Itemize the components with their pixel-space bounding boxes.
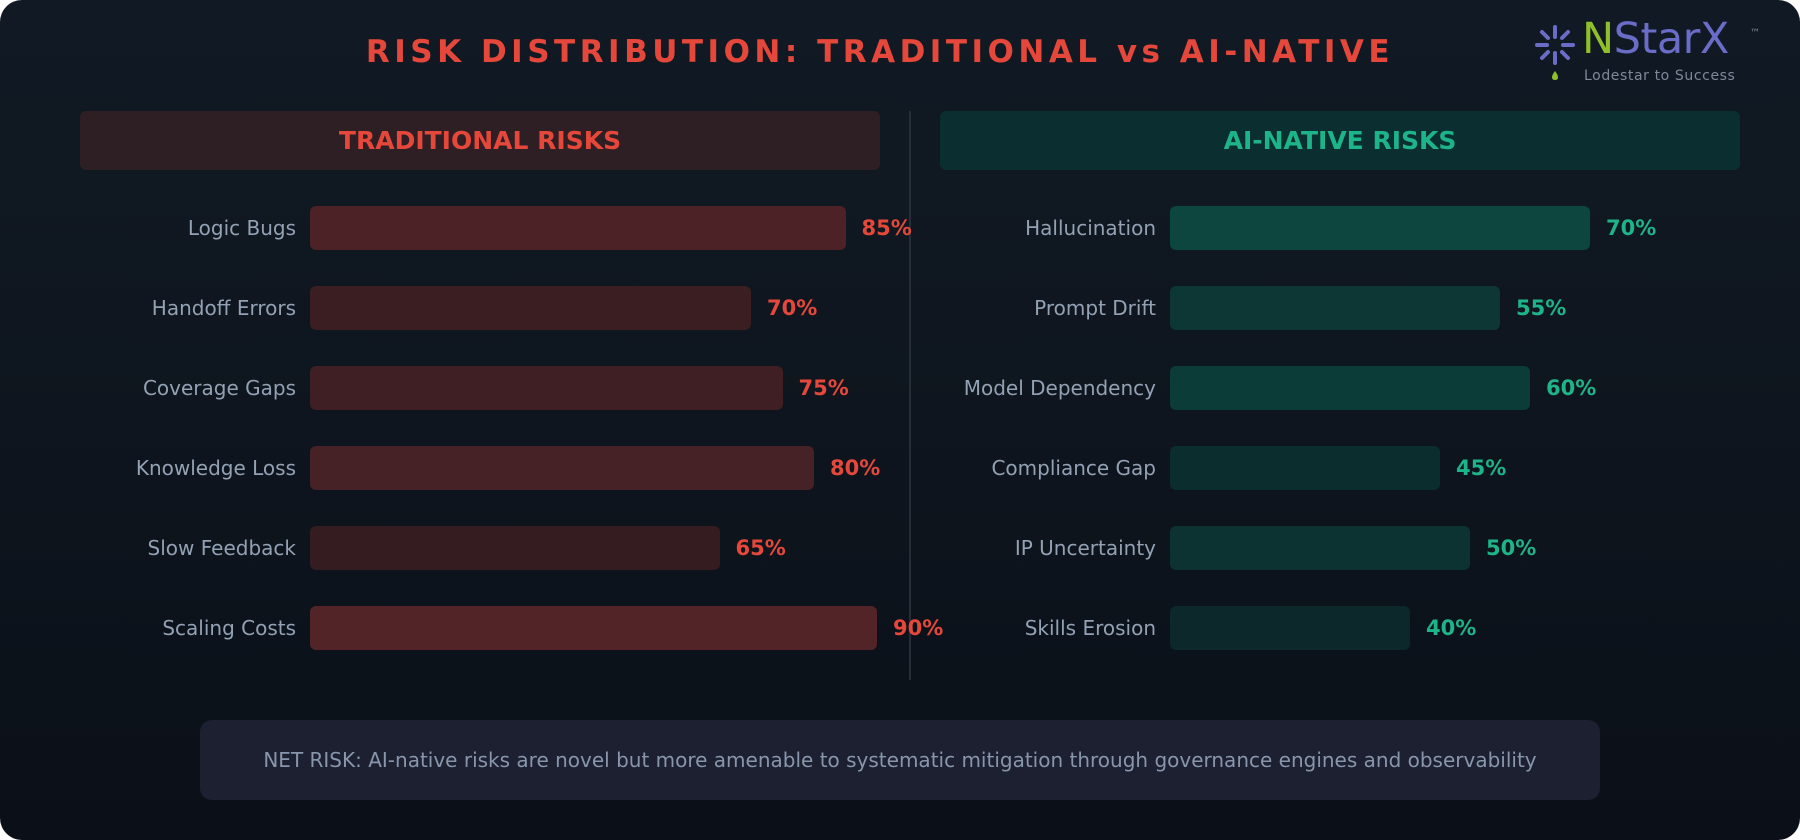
traditional-risk-bar [310,206,846,250]
traditional-risks-header: TRADITIONAL RISKS [80,111,880,170]
traditional-category-label: Slow Feedback [147,536,296,560]
traditional-category-label: Coverage Gaps [142,376,296,400]
ai-native-category-label: Skills Erosion [1024,616,1156,640]
logo-tagline: Lodestar to Success [1584,68,1736,84]
traditional-value-label: 85% [861,216,912,240]
ai-native-category-label: Hallucination [1025,216,1156,240]
traditional-value-label: 65% [735,536,786,560]
traditional-value-label: 75% [798,376,849,400]
ai-native-value-label: 50% [1486,536,1537,560]
traditional-risk-bar [310,526,720,570]
ai-native-value-label: 45% [1456,456,1507,480]
ai-native-category-label: IP Uncertainty [1014,536,1156,560]
ai-native-category-label: Prompt Drift [1034,296,1156,320]
traditional-value-label: 80% [830,456,881,480]
ai-native-category-label: Model Dependency [963,376,1156,400]
traditional-risk-bar [310,606,877,650]
ai-native-value-label: 55% [1516,296,1567,320]
net-risk-note: NET RISK: AI-native risks are novel but … [200,720,1600,800]
logo-trademark: ™ [1750,28,1760,39]
ai-native-risk-bar [1170,606,1410,650]
ai-native-risk-bar [1170,366,1530,410]
ai-native-risk-bar [1170,526,1470,570]
ai-native-risk-bar [1170,446,1440,490]
traditional-risk-bar [310,286,751,330]
ai-native-value-label: 40% [1426,616,1477,640]
chart-title: RISK DISTRIBUTION: TRADITIONAL vs AI-NAT… [365,34,1395,70]
ai-native-value-label: 70% [1606,216,1657,240]
traditional-value-label: 90% [893,616,944,640]
ai-native-risk-bar [1170,206,1590,250]
traditional-risk-bar [310,366,783,410]
traditional-category-label: Handoff Errors [151,296,296,320]
traditional-category-label: Scaling Costs [162,616,296,640]
panel-divider [909,111,911,680]
ai-native-category-label: Compliance Gap [991,456,1156,480]
traditional-risk-bar [310,446,814,490]
ai-native-risk-bar [1170,286,1500,330]
traditional-category-label: Knowledge Loss [135,456,296,480]
ai-native-risks-header: AI-NATIVE RISKS [940,111,1740,170]
logo-wordmark: NStarX [1582,14,1729,64]
ai-native-value-label: 60% [1546,376,1597,400]
traditional-category-label: Logic Bugs [187,216,296,240]
nstarx-logo: NStarX ™ Lodestar to Success [1532,18,1772,88]
sparkle-star-icon [1535,25,1575,80]
traditional-value-label: 70% [767,296,818,320]
